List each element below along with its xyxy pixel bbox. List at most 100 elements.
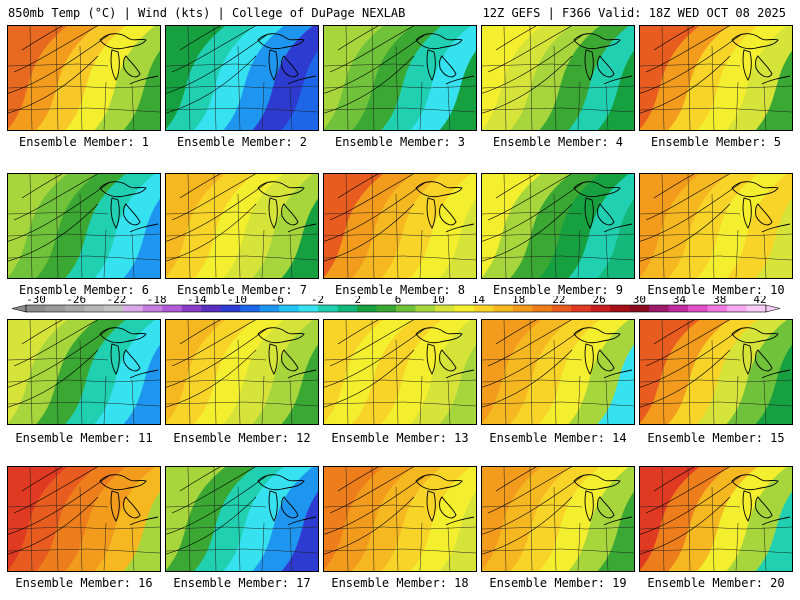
temperature-field bbox=[324, 467, 476, 571]
colorbar-tick-label: -10 bbox=[227, 296, 247, 306]
colorbar-swatch bbox=[84, 305, 105, 312]
colorbar-swatch bbox=[454, 305, 475, 312]
colorbar-swatch bbox=[746, 305, 767, 312]
colorbar-swatch bbox=[357, 305, 377, 312]
member-label: Ensemble Member: 17 bbox=[173, 576, 311, 590]
colorbar-tick-label: -2 bbox=[311, 296, 324, 306]
member-label: Ensemble Member: 19 bbox=[489, 576, 627, 590]
colorbar-swatch bbox=[26, 305, 46, 312]
ensemble-map-5 bbox=[639, 25, 793, 131]
colorbar-swatch bbox=[727, 305, 747, 312]
ensemble-map-16 bbox=[7, 466, 161, 572]
temperature-field bbox=[482, 467, 634, 571]
colorbar-swatch bbox=[337, 305, 358, 312]
temperature-field bbox=[640, 467, 792, 571]
colorbar-swatch bbox=[629, 305, 650, 312]
colorbar-swatch bbox=[64, 305, 85, 312]
ensemble-map-8 bbox=[323, 173, 477, 279]
colorbar-tick-label: -26 bbox=[66, 296, 86, 306]
ensemble-map-19 bbox=[481, 466, 635, 572]
colorbar-swatch bbox=[610, 305, 630, 312]
colorbar-swatch bbox=[259, 305, 280, 312]
temperature-field bbox=[482, 26, 634, 130]
colorbar-swatch bbox=[571, 305, 592, 312]
colorbar-swatch bbox=[318, 305, 338, 312]
temperature-field bbox=[166, 467, 318, 571]
ensemble-map-2 bbox=[165, 25, 319, 131]
colorbar-tick-label: 38 bbox=[713, 296, 726, 306]
colorbar-tick-label: 42 bbox=[753, 296, 766, 306]
colorbar-tick-label: 14 bbox=[472, 296, 486, 306]
chart-title: 850mb Temp (°C) | Wind (kts) | College o… bbox=[8, 6, 406, 20]
temperature-field bbox=[482, 174, 634, 278]
colorbar-swatch bbox=[396, 305, 416, 312]
member-label: Ensemble Member: 10 bbox=[647, 283, 785, 297]
member-label: Ensemble Member: 3 bbox=[334, 135, 466, 149]
ensemble-map-7 bbox=[165, 173, 319, 279]
member-label: Ensemble Member: 9 bbox=[492, 283, 624, 297]
member-label: Ensemble Member: 11 bbox=[15, 431, 153, 445]
colorbar-swatch bbox=[473, 305, 494, 312]
colorbar-swatch bbox=[45, 305, 66, 312]
colorbar-swatch bbox=[162, 305, 183, 312]
colorbar-tick-label: 34 bbox=[673, 296, 687, 306]
colorbar-swatch bbox=[434, 305, 455, 312]
member-label: Ensemble Member: 5 bbox=[650, 135, 782, 149]
colorbar-tick-label: -14 bbox=[187, 296, 207, 306]
colorbar-tick-label: 30 bbox=[633, 296, 646, 306]
colorbar-swatch bbox=[512, 305, 533, 312]
ensemble-map-20 bbox=[639, 466, 793, 572]
colorbar-tick-label: -18 bbox=[147, 296, 167, 306]
ensemble-map-11 bbox=[7, 319, 161, 425]
colorbar-tick-label: 2 bbox=[354, 296, 361, 306]
colorbar-swatch bbox=[240, 305, 260, 312]
temperature-field bbox=[166, 26, 318, 130]
temperature-field bbox=[482, 320, 634, 424]
colorbar-left-arrow bbox=[11, 304, 27, 313]
colorbar-swatch bbox=[707, 305, 728, 312]
ensemble-map-4 bbox=[481, 25, 635, 131]
member-label: Ensemble Member: 1 bbox=[18, 135, 150, 149]
colorbar-tick-label: -30 bbox=[26, 296, 46, 306]
colorbar-swatch bbox=[590, 305, 611, 312]
temperature-field bbox=[324, 174, 476, 278]
colorbar-swatch bbox=[493, 305, 514, 312]
colorbar-swatch bbox=[181, 305, 202, 312]
colorbar-swatch bbox=[649, 305, 669, 312]
colorbar-swatch bbox=[532, 305, 553, 312]
member-label: Ensemble Member: 13 bbox=[331, 431, 469, 445]
temperature-field bbox=[8, 174, 160, 278]
temperature-field bbox=[324, 320, 476, 424]
colorbar-swatch bbox=[279, 305, 299, 312]
member-label: Ensemble Member: 20 bbox=[647, 576, 785, 590]
colorbar-swatch bbox=[376, 305, 397, 312]
temperature-field bbox=[166, 320, 318, 424]
member-label: Ensemble Member: 6 bbox=[18, 283, 150, 297]
ensemble-map-9 bbox=[481, 173, 635, 279]
member-label: Ensemble Member: 4 bbox=[492, 135, 624, 149]
colorbar-right-arrow bbox=[765, 304, 781, 313]
temperature-field bbox=[640, 26, 792, 130]
temperature-field bbox=[640, 174, 792, 278]
colorbar-swatch bbox=[201, 305, 222, 312]
colorbar-tick-label: -6 bbox=[271, 296, 284, 306]
member-label: Ensemble Member: 12 bbox=[173, 431, 311, 445]
temperature-colorbar: -30 -26 -22 -18 -14 -10 -6 -2 2 6 10 14 18 22 26 30 34 38… bbox=[11, 296, 781, 313]
member-label: Ensemble Member: 2 bbox=[176, 135, 308, 149]
temperature-field bbox=[166, 174, 318, 278]
colorbar-tick-label: -22 bbox=[107, 296, 127, 306]
temperature-field bbox=[8, 26, 160, 130]
ensemble-map-18 bbox=[323, 466, 477, 572]
member-label: Ensemble Member: 18 bbox=[331, 576, 469, 590]
ensemble-map-15 bbox=[639, 319, 793, 425]
colorbar-swatch bbox=[298, 305, 319, 312]
colorbar-swatch bbox=[103, 305, 124, 312]
ensemble-map-6 bbox=[7, 173, 161, 279]
colorbar-swatch bbox=[668, 305, 689, 312]
temperature-field bbox=[324, 26, 476, 130]
colorbar-swatch bbox=[220, 305, 241, 312]
member-label: Ensemble Member: 8 bbox=[334, 283, 466, 297]
member-label: Ensemble Member: 7 bbox=[176, 283, 308, 297]
colorbar-swatch bbox=[688, 305, 708, 312]
temperature-field bbox=[8, 320, 160, 424]
